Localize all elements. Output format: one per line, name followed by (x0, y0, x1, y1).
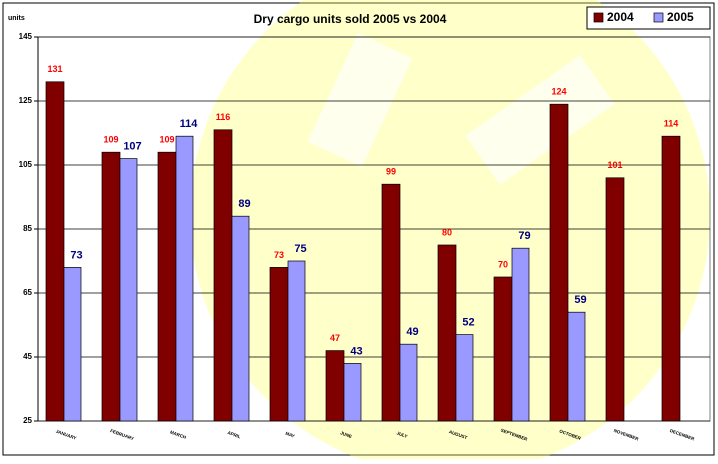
bar (232, 216, 249, 421)
value-label: 109 (159, 135, 174, 145)
value-label: 47 (330, 333, 340, 343)
bar (344, 363, 361, 421)
value-label: 107 (123, 141, 141, 153)
y-tick-label: 25 (23, 416, 32, 425)
legend-label: 2005 (667, 10, 694, 24)
legend-swatch (654, 13, 663, 22)
value-label: 70 (498, 259, 508, 269)
bar (270, 267, 288, 421)
legend: 2004 2005 (587, 7, 710, 29)
value-label: 114 (664, 119, 679, 129)
value-label: 101 (607, 160, 622, 170)
chart-title: Dry cargo units sold 2005 vs 2004 (254, 12, 447, 26)
value-label: 59 (574, 294, 586, 306)
bar (400, 344, 417, 421)
bar (382, 184, 400, 421)
y-tick-label: 85 (23, 224, 32, 233)
value-label: 49 (406, 326, 418, 338)
y-tick-label: 45 (23, 352, 32, 361)
bar (456, 335, 473, 421)
value-label: 73 (70, 249, 82, 261)
bar (326, 351, 344, 421)
bar (176, 136, 193, 421)
bar (512, 248, 529, 421)
value-label: 109 (103, 135, 118, 145)
value-label: 52 (462, 317, 474, 329)
bar (494, 277, 512, 421)
y-tick-label: 145 (19, 32, 33, 41)
value-label: 89 (238, 198, 250, 210)
value-label: 73 (274, 250, 284, 260)
legend-swatch (594, 13, 603, 22)
bar (606, 178, 624, 421)
bar (46, 82, 64, 421)
value-label: 43 (350, 345, 362, 357)
value-label: 124 (551, 87, 566, 97)
value-label: 75 (294, 243, 306, 255)
y-tick-label: 105 (19, 160, 33, 169)
bar (662, 136, 680, 421)
legend-label: 2004 (607, 10, 634, 24)
y-tick-label: 65 (23, 288, 32, 297)
bar (120, 159, 137, 421)
y-axis-label: units (8, 15, 25, 22)
chart: units Dry cargo units sold 2005 vs 2004 … (0, 0, 718, 459)
bar (550, 104, 568, 421)
bar (568, 312, 585, 421)
y-tick-label: 125 (19, 96, 33, 105)
bar (102, 152, 120, 421)
value-label: 116 (216, 112, 231, 122)
bar (64, 267, 81, 421)
value-label: 114 (180, 118, 199, 130)
bar (158, 152, 176, 421)
value-label: 79 (518, 230, 530, 242)
bar (214, 130, 232, 421)
value-label: 80 (442, 227, 452, 237)
bar (438, 245, 456, 421)
value-label: 99 (386, 167, 396, 177)
bar (288, 261, 305, 421)
value-label: 131 (47, 64, 62, 74)
